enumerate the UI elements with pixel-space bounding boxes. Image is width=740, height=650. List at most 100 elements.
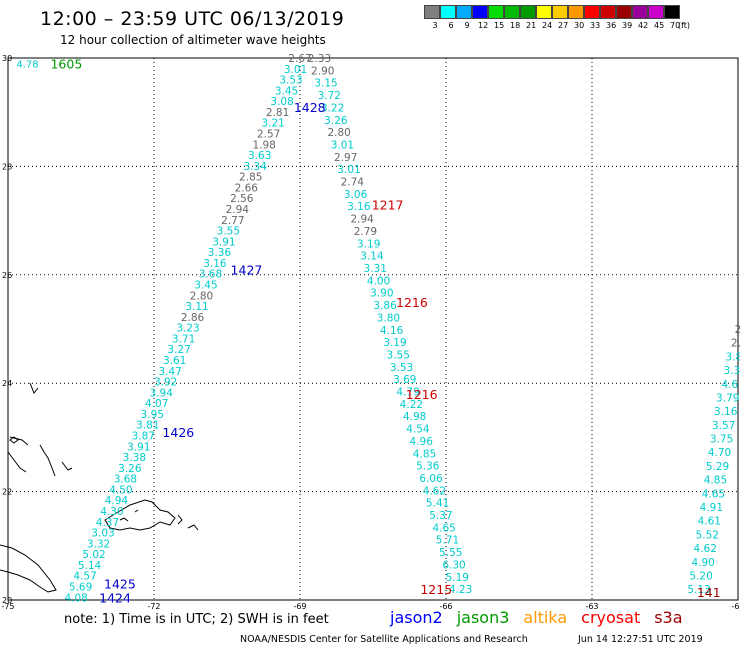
swh-value: 2.33 xyxy=(308,53,331,65)
swh-value: 3.71 xyxy=(172,333,195,345)
swh-value: 4.16 xyxy=(380,325,404,337)
page-subtitle: 12 hour collection of altimeter wave hei… xyxy=(60,33,326,47)
swh-value: 2.56 xyxy=(230,193,254,205)
swh-value: 3.94 xyxy=(150,387,174,399)
swh-value: 3.34 xyxy=(244,161,268,173)
swh-value: 3.92 xyxy=(154,377,177,389)
swh-value: 3.87 xyxy=(132,431,155,443)
island-bahamas-5 xyxy=(7,438,27,473)
satellite-name: cryosat xyxy=(581,608,641,627)
swh-value: 3.38 xyxy=(123,452,146,464)
swh-value: 3.01 xyxy=(284,64,307,76)
island-bahamas-6 xyxy=(61,461,73,471)
swh-value: 4.78 xyxy=(16,59,38,70)
lon-tick-label: -69 xyxy=(293,602,306,611)
legend-swatch xyxy=(552,5,568,19)
swh-value: 2.97 xyxy=(334,152,357,164)
swh-value: 3.53 xyxy=(390,362,413,374)
swh-value: 3.19 xyxy=(383,337,406,349)
satellite-name: s3a xyxy=(654,608,683,627)
legend-level-label: 18 xyxy=(510,21,521,30)
legend-level-label: 6 xyxy=(448,21,454,30)
swh-value: 3.79 xyxy=(716,392,739,404)
map-frame xyxy=(7,57,739,601)
legend-level-label: 45 xyxy=(654,21,665,30)
swh-value: 3.14 xyxy=(360,251,384,263)
island-turks xyxy=(119,509,183,525)
lat-tick-label: 26 xyxy=(2,271,12,280)
legend-swatch xyxy=(456,5,472,19)
swh-value: 3.16 xyxy=(714,406,738,418)
swh-value: 3.75 xyxy=(710,434,733,446)
pass-time-label: 1424 xyxy=(99,590,131,605)
swh-value: 3.47 xyxy=(158,366,181,378)
island-east-1 xyxy=(187,524,199,531)
satellite-name: jason3 xyxy=(456,608,510,627)
swh-value: 3.55 xyxy=(387,349,410,361)
legend-swatch xyxy=(472,5,488,19)
generated-timestamp: Jun 14 12:27:51 UTC 2019 xyxy=(578,634,703,645)
legend-level-label: 9 xyxy=(464,21,470,30)
swh-value: 2. xyxy=(731,338,740,350)
swh-value: 5.36 xyxy=(416,461,440,473)
swh-value: 4.96 xyxy=(410,436,434,448)
swh-value: 4.79 xyxy=(396,387,419,399)
axis-tick-labels: -75 -72 -69 -66 -63 -60 30 28 26 24 22 20 xyxy=(1,54,740,611)
legend-level-label: 33 xyxy=(590,21,601,30)
swh-value: 3.32 xyxy=(87,538,110,550)
swh-value: 2.67 xyxy=(288,53,311,65)
swh-value: 5.52 xyxy=(696,529,719,541)
lat-tick-label: 28 xyxy=(2,162,12,171)
swh-value: 3.95 xyxy=(141,409,164,421)
swh-value: 3.03 xyxy=(91,528,114,540)
swh-value: 4.94 xyxy=(105,495,129,507)
swh-value: 3.90 xyxy=(370,288,393,300)
swh-value: 3.69 xyxy=(393,374,416,386)
swh-value: 3.01 xyxy=(337,164,360,176)
legend-swatch xyxy=(424,5,440,19)
pass-time-label: 1428 xyxy=(294,100,326,115)
page-title: 12:00 – 23:59 UTC 06/13/2019 xyxy=(40,8,345,30)
swh-value: 3.36 xyxy=(208,247,232,259)
swh-value: 2.77 xyxy=(221,215,244,227)
swh-value: 2.80 xyxy=(327,127,350,139)
swh-value: 1.98 xyxy=(252,139,275,151)
legend-level-label: 30 xyxy=(574,21,585,30)
swh-value: 3.19 xyxy=(357,238,380,250)
legend-swatch xyxy=(600,5,616,19)
swh-value: 3.23 xyxy=(176,323,199,335)
lat-tick-label: 30 xyxy=(2,54,12,63)
swh-value: 5.55 xyxy=(439,547,462,559)
legend-swatch xyxy=(648,5,664,19)
lon-tick-label: -66 xyxy=(439,602,452,611)
legend-labels: 3 6 9 12 15 18 21 24 27 30 33 36 39 42 45 70 (ft) xyxy=(424,19,691,31)
swh-value: 4.30 xyxy=(100,506,123,518)
swh-value: 5.13 xyxy=(687,584,710,596)
swh-value: 2.86 xyxy=(181,312,205,324)
swh-value: 3.57 xyxy=(712,420,735,432)
swh-value: 3.22 xyxy=(321,102,344,114)
swh-value: 3.55 xyxy=(217,226,240,238)
satellite-name: altika xyxy=(523,608,568,627)
swh-value: 3.86 xyxy=(373,300,397,312)
lat-lon-grid xyxy=(7,57,739,601)
satellite-legend: jason2 jason3 altika cryosat s3a xyxy=(390,608,697,627)
island-bahamas-3 xyxy=(9,436,29,446)
swh-value: 4.85 xyxy=(704,475,727,487)
pass-time-label: 1425 xyxy=(104,577,136,592)
swh-value: 5.19 xyxy=(446,572,469,584)
swh-value: 5.69 xyxy=(69,582,92,594)
swh-value: 5.02 xyxy=(82,549,105,561)
swh-value: 4.61 xyxy=(698,516,721,528)
legend-level-label: 12 xyxy=(478,21,489,30)
swh-value: 3.06 xyxy=(344,189,368,201)
lat-tick-label: 22 xyxy=(2,488,12,497)
swh-value: 4.90 xyxy=(691,557,714,569)
legend-swatch xyxy=(520,5,536,19)
pass-time-label: 1426 xyxy=(162,425,194,440)
coastline-islands xyxy=(0,382,199,593)
legend-level-label: 39 xyxy=(622,21,633,30)
swh-value: 3.68 xyxy=(114,474,137,486)
